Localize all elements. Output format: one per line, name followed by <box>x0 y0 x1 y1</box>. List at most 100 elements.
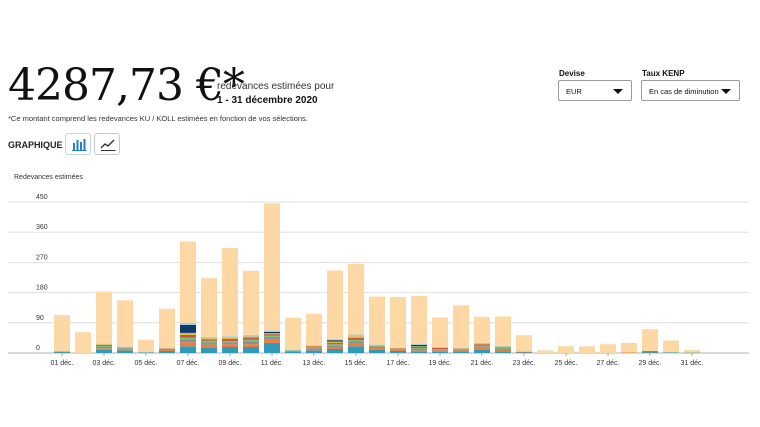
bar-segment[interactable] <box>453 350 469 352</box>
bar-segment[interactable] <box>327 345 343 347</box>
bar-segment[interactable] <box>432 317 448 347</box>
bar-segment[interactable] <box>348 336 364 338</box>
bar-segment[interactable] <box>306 313 322 346</box>
bar-segment[interactable] <box>96 344 112 345</box>
bar-segment[interactable] <box>348 346 364 353</box>
bar-segment[interactable] <box>306 350 322 353</box>
bar-segment[interactable] <box>264 342 280 353</box>
kenp-select[interactable]: En cas de diminution <box>641 80 740 101</box>
line-chart-button[interactable] <box>94 133 120 155</box>
bar-segment[interactable] <box>222 336 238 338</box>
bar-segment[interactable] <box>642 351 658 352</box>
bar-segment[interactable] <box>474 342 490 344</box>
bar-segment[interactable] <box>516 351 532 353</box>
bar-segment[interactable] <box>159 347 175 349</box>
bar-segment[interactable] <box>432 349 448 350</box>
bar-segment[interactable] <box>117 348 133 349</box>
bar-segment[interactable] <box>474 345 490 347</box>
bar-segment[interactable] <box>474 347 490 350</box>
bar-segment[interactable] <box>369 296 385 345</box>
bar-segment[interactable] <box>201 344 217 348</box>
bar-segment[interactable] <box>327 344 343 346</box>
bar-segment[interactable] <box>306 347 322 349</box>
bar-segment[interactable] <box>537 350 553 353</box>
bar-segment[interactable] <box>243 339 259 342</box>
bar-segment[interactable] <box>600 344 616 353</box>
bar-segment[interactable] <box>159 348 175 350</box>
bar-segment[interactable] <box>306 346 322 347</box>
bar-segment[interactable] <box>684 349 700 353</box>
bar-segment[interactable] <box>348 263 364 335</box>
bar-segment[interactable] <box>327 348 343 353</box>
bar-segment[interactable] <box>390 296 406 348</box>
bar-segment[interactable] <box>159 349 175 351</box>
bar-segment[interactable] <box>474 349 490 353</box>
bar-segment[interactable] <box>390 349 406 351</box>
bar-segment[interactable] <box>411 350 427 352</box>
bar-segment[interactable] <box>327 340 343 342</box>
bar-segment[interactable] <box>348 343 364 347</box>
bar-segment[interactable] <box>117 300 133 347</box>
bar-segment[interactable] <box>138 339 154 353</box>
bar-segment[interactable] <box>96 348 112 350</box>
bar-segment[interactable] <box>222 247 238 337</box>
bar-segment[interactable] <box>327 338 343 341</box>
currency-select[interactable]: EUR <box>558 80 632 101</box>
bar-segment[interactable] <box>390 347 406 349</box>
bar-segment[interactable] <box>117 347 133 349</box>
bar-segment[interactable] <box>117 350 133 353</box>
bar-segment[interactable] <box>516 351 532 353</box>
bar-segment[interactable] <box>411 346 427 347</box>
bar-segment[interactable] <box>369 345 385 347</box>
bar-segment[interactable] <box>453 348 469 350</box>
bar-segment[interactable] <box>453 348 469 349</box>
bar-segment[interactable] <box>306 345 322 347</box>
bar-segment[interactable] <box>243 336 259 338</box>
bar-segment[interactable] <box>243 334 259 337</box>
bar-segment[interactable] <box>201 340 217 343</box>
bar-segment[interactable] <box>96 345 112 347</box>
bar-segment[interactable] <box>432 351 448 353</box>
bar-segment[interactable] <box>285 349 301 351</box>
bar-segment[interactable] <box>432 350 448 352</box>
bar-segment[interactable] <box>138 352 154 353</box>
bar-segment[interactable] <box>327 270 343 339</box>
bar-segment[interactable] <box>453 349 469 351</box>
bar-segment[interactable] <box>243 337 259 340</box>
bar-segment[interactable] <box>495 351 511 353</box>
bar-segment[interactable] <box>159 348 175 350</box>
bar-segment[interactable] <box>222 344 238 347</box>
bar-segment[interactable] <box>327 346 343 349</box>
bar-segment[interactable] <box>201 278 217 337</box>
bar-segment[interactable] <box>390 348 406 349</box>
bar-segment[interactable] <box>54 351 70 352</box>
bar-segment[interactable] <box>663 340 679 353</box>
bar-segment[interactable] <box>159 349 175 350</box>
bar-segment[interactable] <box>369 346 385 348</box>
bar-segment[interactable] <box>96 343 112 345</box>
bar-segment[interactable] <box>642 329 658 351</box>
bar-segment[interactable] <box>159 308 175 348</box>
bar-segment[interactable] <box>201 336 217 339</box>
bar-segment[interactable] <box>222 338 238 341</box>
bar-segment[interactable] <box>453 349 469 350</box>
bar-segment[interactable] <box>390 349 406 350</box>
bar-segment[interactable] <box>180 334 196 338</box>
bar-segment[interactable] <box>411 347 427 349</box>
bar-segment[interactable] <box>684 352 700 354</box>
bar-segment[interactable] <box>663 352 679 353</box>
bar-segment[interactable] <box>642 351 658 353</box>
bar-segment[interactable] <box>201 339 217 341</box>
bar-segment[interactable] <box>159 348 175 349</box>
bar-segment[interactable] <box>264 333 280 335</box>
bar-segment[interactable] <box>495 346 511 348</box>
bar-segment[interactable] <box>495 348 511 350</box>
bar-segment[interactable] <box>411 346 427 348</box>
bar-segment[interactable] <box>180 346 196 353</box>
bar-segment[interactable] <box>201 347 217 353</box>
bar-segment[interactable] <box>264 338 280 343</box>
bar-segment[interactable] <box>264 330 280 332</box>
bar-segment[interactable] <box>411 351 427 353</box>
bar-segment[interactable] <box>495 316 511 346</box>
bar-segment[interactable] <box>558 346 574 353</box>
